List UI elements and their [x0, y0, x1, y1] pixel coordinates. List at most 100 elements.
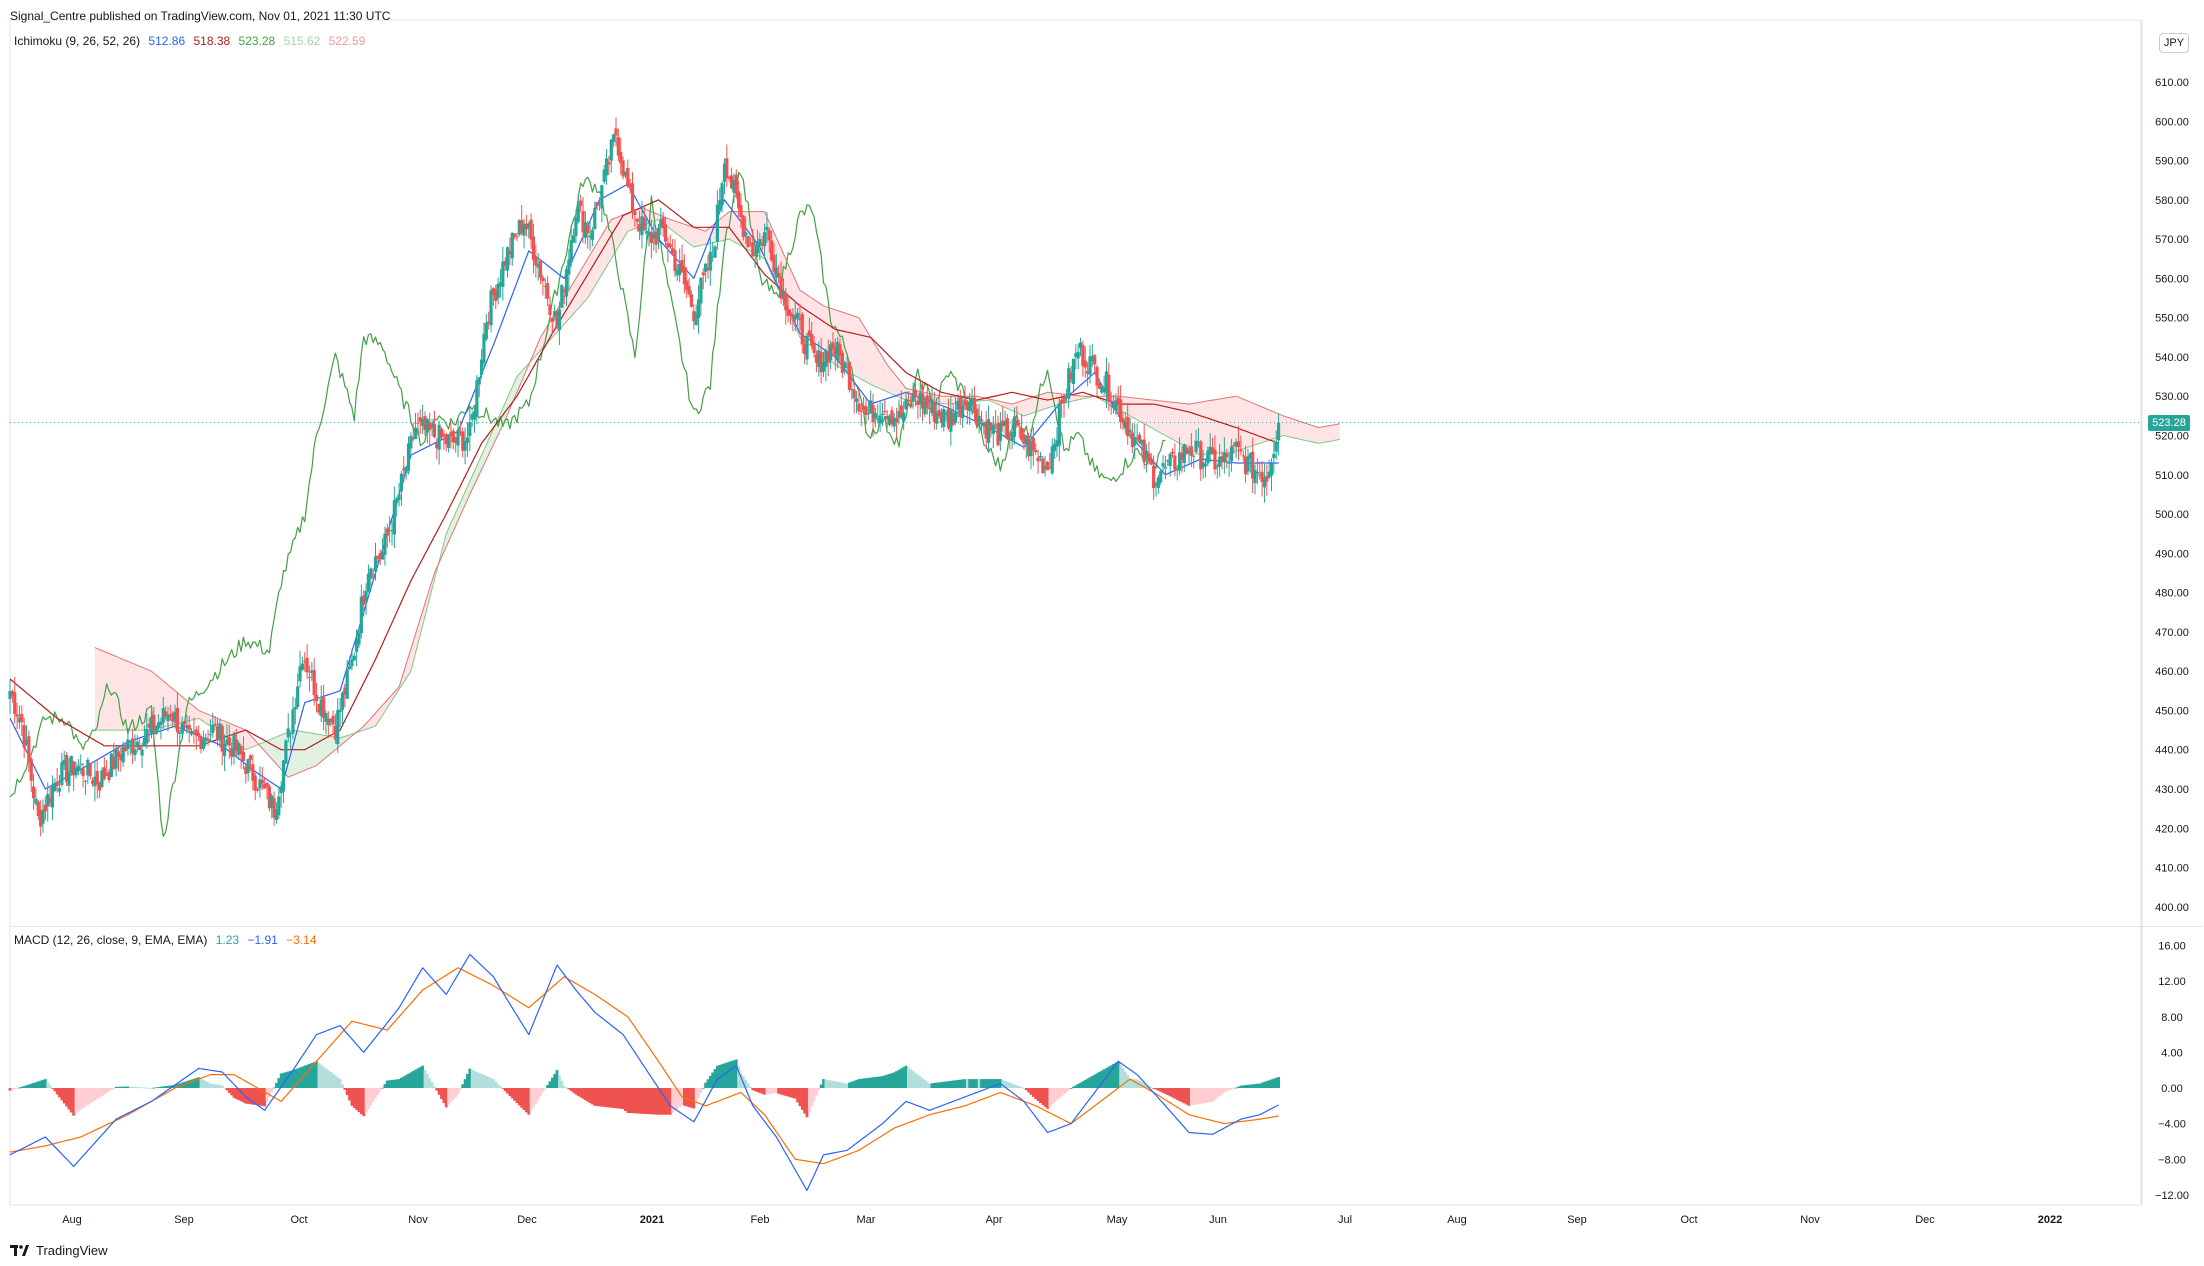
- currency-badge[interactable]: JPY: [2159, 33, 2189, 53]
- candle-body: [413, 427, 418, 440]
- candle: [178, 729, 182, 750]
- candle-body: [866, 413, 870, 415]
- macd-histogram-bar: [694, 1088, 698, 1104]
- candle: [913, 382, 918, 407]
- time-axis[interactable]: Aug Sep Oct Nov Dec 2021 Feb Mar Apr May Jun Jul Aug…: [62, 1214, 2062, 1226]
- macd-histogram-bar: [29, 1083, 33, 1088]
- candle: [652, 223, 656, 251]
- macd-histogram-bar: [86, 1088, 90, 1105]
- candle-body: [470, 414, 474, 420]
- price-axis[interactable]: 610.00600.00590.00580.00570.00560.00550.…: [2155, 77, 2189, 914]
- candle: [406, 436, 411, 475]
- macd-histogram-bar: [727, 1061, 731, 1088]
- candle-body: [550, 317, 554, 322]
- candle-body: [885, 415, 889, 420]
- candle-body: [864, 406, 868, 415]
- candle: [347, 656, 352, 670]
- macd-histogram-bar: [822, 1079, 825, 1088]
- macd-histogram-bar: [1039, 1088, 1042, 1103]
- candle: [944, 410, 948, 421]
- candle-body: [977, 415, 981, 424]
- candle: [62, 750, 66, 771]
- macd-histogram-bar: [338, 1079, 342, 1088]
- candle-body: [1253, 470, 1257, 484]
- candle: [248, 754, 253, 772]
- macd-histogram-bar: [430, 1082, 434, 1088]
- macd-histogram-bar: [395, 1079, 399, 1088]
- candle-body: [314, 694, 319, 702]
- candle-body: [845, 366, 849, 368]
- candle: [204, 733, 208, 747]
- candle-body: [494, 289, 498, 301]
- macd-histogram-bar: [1088, 1077, 1092, 1088]
- candle: [1003, 410, 1007, 437]
- candle-body: [529, 219, 533, 240]
- macd-histogram-bar: [1260, 1082, 1264, 1088]
- candle: [300, 657, 304, 671]
- macd-histogram-bar: [982, 1079, 986, 1088]
- candle: [388, 516, 392, 543]
- macd-tick-label: 0.00: [2161, 1083, 2182, 1095]
- candle-body: [1161, 463, 1165, 467]
- macd-histogram-bar: [866, 1077, 870, 1088]
- candle: [1215, 463, 1219, 479]
- macd-histogram-bar: [562, 1085, 566, 1088]
- macd-histogram-bar: [1006, 1081, 1009, 1088]
- candle: [60, 752, 64, 788]
- candle-body: [753, 254, 757, 256]
- macd-histogram-bar: [161, 1086, 165, 1088]
- candle: [171, 711, 175, 728]
- candle: [958, 389, 962, 425]
- candle-body: [612, 134, 616, 143]
- candle-body: [1095, 367, 1099, 386]
- candle: [604, 149, 609, 185]
- candle: [496, 277, 500, 305]
- kumo-segment: [823, 305, 826, 358]
- candle: [239, 744, 243, 769]
- candle: [350, 648, 354, 671]
- candle: [1229, 439, 1234, 472]
- macd-histogram-bar: [621, 1088, 625, 1109]
- macd-histogram-bar: [878, 1076, 882, 1088]
- candle-body: [456, 429, 460, 446]
- kumo-segment: [825, 306, 829, 360]
- macd-histogram-bar: [84, 1088, 87, 1107]
- macd-histogram-bar: [906, 1067, 910, 1088]
- kumo-segment: [587, 254, 591, 299]
- candle-body: [826, 352, 830, 363]
- candle: [755, 229, 760, 257]
- price-tick-label: 420.00: [2155, 823, 2189, 835]
- candle-body: [595, 202, 599, 206]
- macd-histogram-bar: [260, 1088, 264, 1106]
- candle: [1034, 443, 1038, 455]
- kumo-segment: [427, 588, 430, 608]
- macd-histogram-bar: [836, 1081, 840, 1088]
- candle-body: [682, 266, 686, 285]
- kumo-segment: [1325, 425, 1329, 443]
- kumo-segment: [1311, 425, 1314, 443]
- macd-histogram-bar: [275, 1082, 278, 1088]
- candle-body: [1159, 471, 1163, 483]
- tradingview-logo[interactable]: TradingView: [10, 1243, 108, 1258]
- candle-body: [755, 243, 760, 254]
- macd-histogram-bar: [418, 1067, 422, 1088]
- candle-body: [126, 739, 130, 749]
- candle: [404, 465, 408, 480]
- candle: [1062, 393, 1066, 418]
- candle: [762, 223, 767, 259]
- candle: [357, 627, 361, 648]
- kumo-segment: [608, 219, 612, 263]
- kumo-segment: [788, 263, 791, 317]
- candle: [1272, 439, 1276, 474]
- candle-body: [909, 403, 913, 407]
- candle-body: [994, 424, 998, 426]
- candle: [1232, 441, 1236, 454]
- candle-body: [206, 738, 210, 741]
- candle: [270, 793, 274, 819]
- candle: [64, 751, 69, 787]
- kumo-segment: [1266, 408, 1270, 441]
- candle-body: [817, 350, 821, 368]
- candle-body: [1081, 344, 1085, 366]
